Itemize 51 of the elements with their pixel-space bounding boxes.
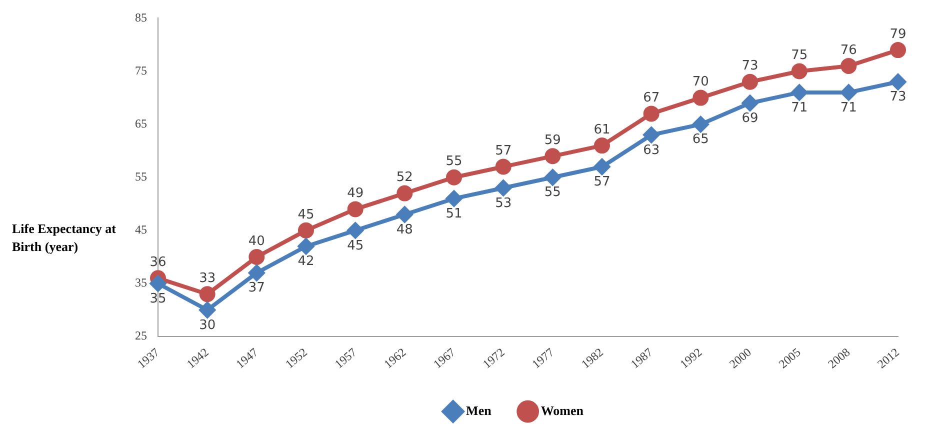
data-label: 65	[692, 132, 709, 148]
x-tick-label: 1992	[677, 345, 705, 372]
data-label: 76	[840, 42, 857, 58]
y-tick-label: 75	[135, 63, 147, 78]
x-tick-label: 1982	[578, 345, 606, 372]
y-tick-label: 85	[135, 10, 147, 24]
data-label: 37	[248, 280, 265, 296]
data-label: 52	[396, 170, 413, 186]
y-tick-label: 25	[135, 328, 147, 343]
data-label: 42	[298, 254, 314, 270]
y-tick-label: 65	[135, 116, 147, 130]
y-tick-label: 45	[135, 222, 147, 237]
data-label: 36	[150, 255, 166, 270]
legend-label: Women	[540, 402, 584, 418]
data-label: 55	[446, 154, 462, 170]
data-label: 49	[347, 186, 364, 202]
data-label: 75	[791, 48, 808, 64]
x-tick-label: 1952	[282, 345, 310, 372]
data-label: 33	[199, 270, 216, 286]
x-tick-label: 1942	[184, 345, 212, 372]
data-label: 57	[594, 174, 610, 190]
x-tick-label: 2012	[874, 345, 902, 372]
data-label: 48	[396, 222, 413, 238]
data-label: 53	[495, 196, 512, 211]
x-tick-label: 1962	[381, 345, 409, 372]
data-label: 71	[791, 100, 808, 116]
data-label: 61	[594, 122, 610, 138]
x-tick-label: 2008	[825, 345, 853, 372]
x-tick-label: 2000	[726, 345, 754, 372]
data-label: 67	[643, 90, 660, 106]
y-tick-label: 35	[135, 276, 147, 290]
data-label: 71	[840, 100, 857, 116]
data-label: 79	[890, 26, 906, 42]
legend-label: Men	[466, 402, 492, 418]
data-label: 51	[446, 206, 462, 222]
data-label: 35	[150, 291, 166, 306]
data-label: 63	[643, 142, 660, 158]
data-label: 59	[544, 133, 561, 148]
data-label: 69	[742, 110, 758, 126]
data-label: 73	[742, 58, 758, 74]
y-axis-title: Life Expectancy at Birth (year)	[11, 220, 117, 256]
data-label: 73	[890, 90, 906, 105]
data-label: 55	[544, 185, 561, 200]
data-label: 45	[347, 238, 364, 254]
x-tick-label: 1972	[480, 345, 508, 372]
data-label: 70	[692, 74, 709, 90]
data-label: 45	[298, 207, 314, 222]
data-label: 30	[199, 318, 216, 333]
data-label: 40	[248, 234, 265, 249]
data-label: 57	[495, 144, 512, 159]
y-tick-label: 55	[135, 170, 147, 184]
